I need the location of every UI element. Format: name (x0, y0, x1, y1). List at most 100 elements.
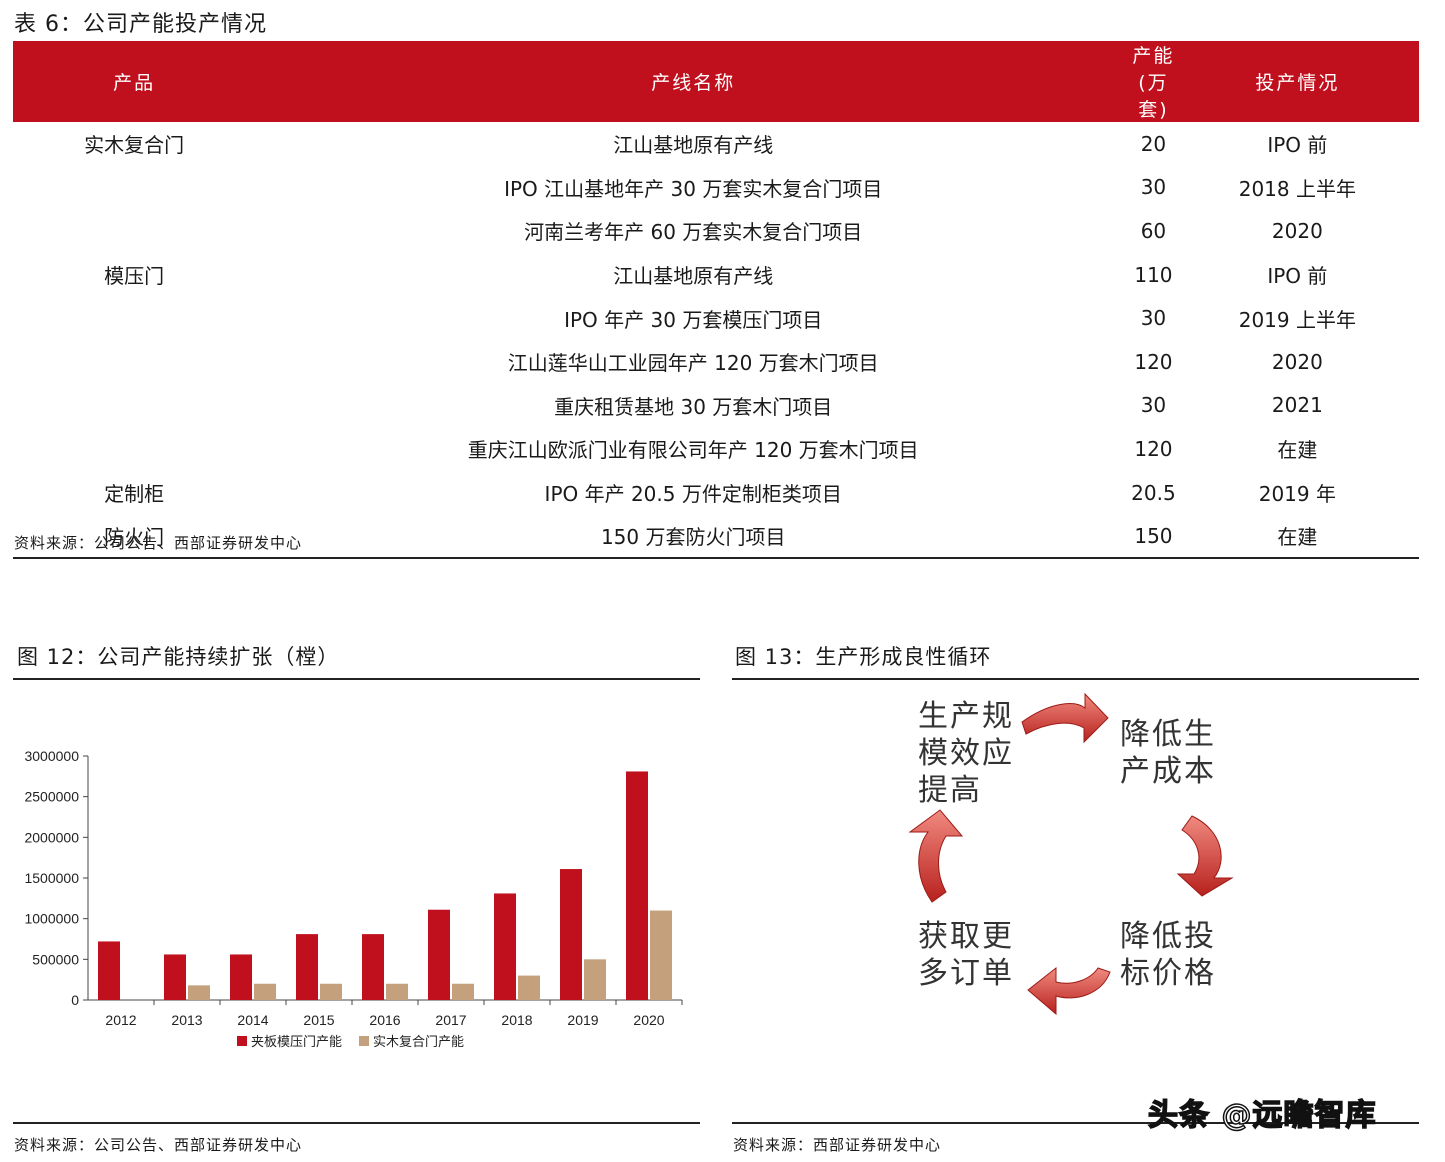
table-title: 表 6：公司产能投产情况 (14, 12, 267, 37)
x-tick-label: 2013 (171, 1012, 202, 1028)
cell-status: 在建 (1175, 514, 1419, 559)
cell-capacity: 60 (1140, 218, 1167, 243)
cell-line-name: IPO 年产 30 万套模压门项目 (564, 307, 823, 332)
y-tick-label: 2000000 (24, 829, 79, 845)
cycle-arrows (908, 692, 1234, 1016)
fig12-title: 图 12：公司产能持续扩张（樘） (17, 645, 340, 669)
cell-product (13, 427, 255, 471)
table-row: IPO 年产 30 万套模压门项目 30 2019 上半年 (13, 296, 1419, 340)
fig13-title: 图 13：生产形成良性循环 (735, 645, 992, 669)
bar-wood-composite-door (518, 975, 540, 1000)
cell-status: 2020 (1271, 349, 1323, 374)
table-body: 实木复合门 江山基地原有产线 20 IPO 前 IPO 江山基地年产 30 万套实木复合… (13, 122, 1419, 559)
cell-status: 在建 (1277, 438, 1318, 463)
capacity-table: 产品 产线名称 产能(万套) 投产情况 实木复合门 江山基地原有产线 20 IPO 前… (13, 41, 1419, 559)
bar-wood-composite-door (386, 983, 408, 1000)
table-header-row: 产品 产线名称 产能(万套) 投产情况 (13, 41, 1419, 122)
cell-line-name: 江山基地原有产线 (613, 264, 774, 289)
y-tick-label: 1000000 (24, 911, 79, 927)
cell-capacity: 30 (1140, 306, 1167, 331)
cell-status: 2019 上半年 (1238, 307, 1356, 332)
cell-status: 2018 上半年 (1238, 176, 1356, 201)
header-line-name: 产线名称 (255, 41, 1132, 122)
cell-capacity: 120 (1134, 436, 1173, 461)
watermark: 头条 @远瞻智库 (1147, 1097, 1377, 1134)
cell-product (13, 384, 255, 428)
legend-swatch (359, 1036, 369, 1046)
table-row: 重庆租赁基地 30 万套木门项目 30 2021 (13, 384, 1419, 428)
cell-line-name: 重庆江山欧派门业有限公司年产 120 万套木门项目 (467, 438, 919, 463)
x-tick-label: 2012 (105, 1012, 136, 1028)
cell-line-name: 河南兰考年产 60 万套实木复合门项目 (524, 220, 863, 245)
arrow-bottom-icon (1027, 966, 1111, 1016)
cell-product: 防火门 (13, 514, 256, 559)
cell-status: 2019 年 (1258, 482, 1336, 507)
bar-molded-door (164, 954, 186, 1000)
arrow-left-icon (908, 809, 964, 903)
cycle-step-more-orders: 获取更 多订单 (918, 919, 1014, 991)
bar-wood-composite-door (584, 959, 606, 1000)
cell-status: 2021 (1271, 393, 1323, 418)
cell-product: 定制柜 (104, 482, 165, 507)
cell-product: 模压门 (104, 264, 165, 289)
bar-wood-composite-door (254, 983, 276, 1000)
header-product: 产品 (13, 41, 256, 122)
fig12-bottom-rule (13, 1122, 700, 1124)
bar-wood-composite-door (650, 910, 672, 1000)
production-cycle-diagram: 生产规 模效应 提高 降低生 产成本 降低投 标价格 获取更 多订单 (870, 680, 1290, 1040)
fig13-source: 资料来源：西部证券研发中心 (733, 1136, 942, 1154)
bar-molded-door (98, 941, 120, 1000)
cycle-step-lower-cost: 降低生 产成本 (1120, 717, 1216, 789)
cell-product (13, 340, 255, 384)
cell-product (13, 209, 255, 253)
legend-label: 夹板模压门产能 (251, 1035, 342, 1050)
cell-line-name: 150 万套防火门项目 (255, 514, 1132, 559)
cell-capacity: 120 (1134, 349, 1173, 374)
y-tick-label: 0 (71, 992, 79, 1008)
bar-molded-door (626, 771, 648, 1000)
cell-product: 实木复合门 (84, 133, 185, 158)
bar-molded-door (494, 893, 516, 1000)
y-tick-label: 1500000 (24, 870, 79, 886)
table-row: 定制柜 IPO 年产 20.5 万件定制柜类项目 20.5 2019 年 (13, 471, 1419, 515)
table-row: 重庆江山欧派门业有限公司年产 120 万套木门项目 120 在建 (13, 427, 1419, 471)
cell-product (13, 296, 255, 340)
arrow-top-icon (1021, 692, 1109, 744)
table-row: 河南兰考年产 60 万套实木复合门项目 60 2020 (13, 209, 1419, 253)
cell-capacity: 30 (1140, 175, 1167, 200)
x-tick-label: 2019 (567, 1012, 598, 1028)
cycle-step-scale-effect: 生产规 模效应 提高 (918, 699, 1014, 808)
cell-capacity: 30 (1140, 393, 1167, 418)
cell-status: 2020 (1271, 218, 1323, 243)
cell-line-name: IPO 年产 20.5 万件定制柜类项目 (544, 482, 842, 507)
table-source: 资料来源：公司公告、西部证券研发中心 (14, 534, 303, 552)
capacity-bar-chart: 0 500000 1000000 1500000 2000000 2500000 30000… (24, 748, 683, 1050)
x-tick-label: 2017 (435, 1012, 466, 1028)
cell-capacity: 150 (1131, 514, 1176, 559)
header-status: 投产情况 (1175, 41, 1419, 122)
table-row: 江山莲华山工业园年产 120 万套木门项目 120 2020 (13, 340, 1419, 384)
y-tick-label: 3000000 (24, 748, 79, 764)
cell-capacity: 20 (1140, 131, 1167, 156)
bar-wood-composite-door (452, 983, 474, 1000)
arrow-right-icon (1176, 815, 1234, 897)
cell-line-name: IPO 江山基地年产 30 万套实木复合门项目 (504, 176, 883, 201)
header-capacity: 产能(万套) (1131, 41, 1176, 122)
x-tick-label: 2016 (369, 1012, 400, 1028)
cell-line-name: 江山基地原有产线 (613, 133, 774, 158)
x-tick-label: 2018 (501, 1012, 532, 1028)
x-tick-label: 2020 (633, 1012, 664, 1028)
table-row: 防火门 150 万套防火门项目 150 在建 (13, 514, 1419, 559)
cell-status: IPO 前 (1267, 264, 1328, 289)
bar-molded-door (560, 869, 582, 1000)
table-row: IPO 江山基地年产 30 万套实木复合门项目 30 2018 上半年 (13, 166, 1419, 210)
x-tick-label: 2014 (237, 1012, 268, 1028)
bar-molded-door (296, 934, 318, 1000)
table-row: 实木复合门 江山基地原有产线 20 IPO 前 (13, 122, 1419, 166)
bar-molded-door (230, 954, 252, 1000)
cell-status: IPO 前 (1267, 133, 1328, 158)
fig12-top-rule (13, 678, 700, 680)
fig12-source: 资料来源：公司公告、西部证券研发中心 (14, 1136, 303, 1154)
y-tick-label: 500000 (32, 951, 79, 967)
cycle-step-lower-bid: 降低投 标价格 (1120, 919, 1216, 991)
